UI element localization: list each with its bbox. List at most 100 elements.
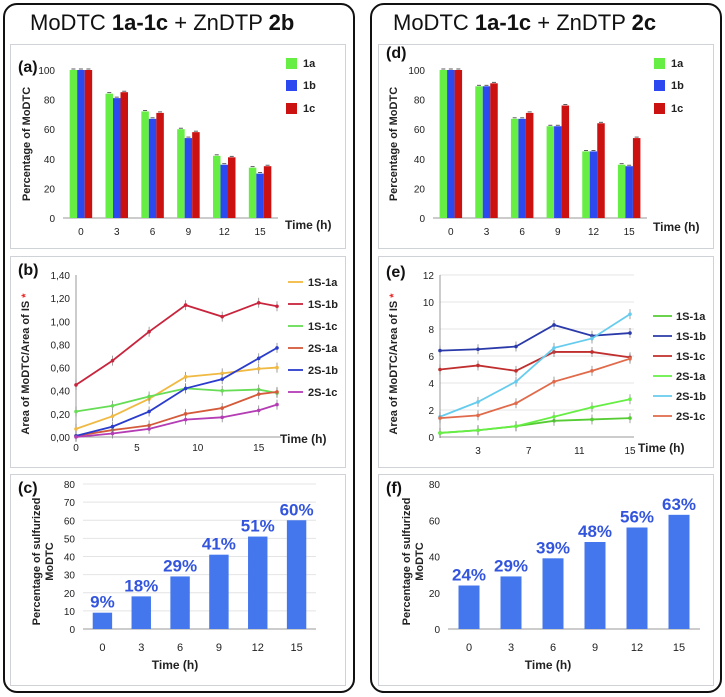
y-axis-title-line2: MoDTC xyxy=(414,542,426,581)
legend-label-1c: 1c xyxy=(671,103,683,115)
bar-1c-t0 xyxy=(454,70,463,218)
bar-1a-t9 xyxy=(546,126,555,218)
bar-1b-t3 xyxy=(113,98,121,218)
y-axis-title: Percentage of MoDTC xyxy=(21,87,33,201)
bar-1b-t15 xyxy=(625,166,633,218)
point-1S-1b xyxy=(256,300,261,305)
point-1S-1a xyxy=(590,417,594,422)
panel-label-e: (e) xyxy=(386,264,406,281)
x-tick-label: 15 xyxy=(624,227,636,238)
x-tick-label: 6 xyxy=(550,642,556,654)
data-label: 56% xyxy=(620,508,654,527)
legend-label-1S-1c: 1S-1c xyxy=(308,321,337,333)
point-2S-1b xyxy=(628,312,632,316)
x-axis-title: Time (h) xyxy=(280,432,326,446)
y-axis-title-line1: Percentage of sulfurized xyxy=(401,498,413,626)
legend-label-2S-1c: 2S-1c xyxy=(308,387,337,399)
y-tick-label: 60 xyxy=(44,125,56,136)
legend-swatch-1c xyxy=(286,103,297,114)
y-tick-label: 80 xyxy=(429,480,441,491)
bar-t12 xyxy=(248,536,268,629)
y-tick-label: 0 xyxy=(434,625,440,636)
bar-t3 xyxy=(500,576,522,629)
point-2S-1c xyxy=(147,427,151,431)
point-2S-1b xyxy=(552,346,556,350)
bar-t0 xyxy=(92,612,113,629)
x-axis-title: Time (h) xyxy=(653,220,699,234)
point-1S-1a xyxy=(628,416,632,420)
x-tick-label: 0 xyxy=(73,443,79,454)
x-tick-label: 10 xyxy=(192,443,204,454)
point-1S-1c xyxy=(476,363,480,368)
legend-swatch-1a xyxy=(286,58,297,69)
x-tick-label: 15 xyxy=(255,227,267,238)
point-2S-1c xyxy=(476,413,480,418)
data-label: 63% xyxy=(662,495,696,514)
chart-c: (c) 0 10 20 30 40 50 60 70 80 9% 0 18% 3 29% 6 41% 9 51% 12… xyxy=(18,480,316,672)
bar-1c-t6 xyxy=(525,112,534,218)
legend-swatch-1b xyxy=(286,80,297,91)
legend-label-1a: 1a xyxy=(303,58,316,70)
bar-1c-t9 xyxy=(561,105,570,218)
data-label: 9% xyxy=(90,593,115,612)
y-tick-label: 50 xyxy=(64,534,76,545)
y-tick-label: 40 xyxy=(44,155,56,166)
y-tick-label: 30 xyxy=(64,571,76,582)
data-label: 51% xyxy=(241,517,275,536)
series-line-1S-1c xyxy=(75,387,278,413)
x-tick-label: 3 xyxy=(484,227,490,238)
point-2S-1a xyxy=(552,414,556,419)
y-axis-title-line2: MoDTC xyxy=(44,542,56,581)
series-line-2S-1a xyxy=(439,398,631,434)
bar-1b-t0 xyxy=(447,70,455,218)
point-2S-1c xyxy=(74,435,78,439)
point-2S-1c xyxy=(438,416,442,420)
point-2S-1c xyxy=(628,356,632,361)
y-tick-label: 60 xyxy=(414,125,426,136)
x-tick-label: 6 xyxy=(150,227,156,238)
bar-1c-t3 xyxy=(490,83,498,218)
point-1S-1b xyxy=(628,331,632,335)
chart-d: (d) 0 20 40 60 80 100 0 3 6 9 12 15 Time (h) Percentag… xyxy=(386,45,699,238)
bar-1a-t12 xyxy=(213,155,221,218)
y-axis-title: Area of MoDTC/Area of IS * xyxy=(388,293,400,435)
bar-1a-t6 xyxy=(141,111,149,218)
point-1S-1a xyxy=(110,414,115,418)
legend-label-1c: 1c xyxy=(303,103,315,115)
x-tick-label: 15 xyxy=(253,443,265,454)
bar-1b-t3 xyxy=(482,86,491,218)
y-tick-label: 0 xyxy=(69,625,75,636)
y-axis-title-text: Area of MoDTC/Area of IS xyxy=(388,298,400,435)
series-line-1S-1b xyxy=(75,301,278,386)
data-label: 24% xyxy=(452,566,486,585)
chart-e: (e) 0 2 4 6 8 10 12 3 7 11 15 1S-1a 1S-1b 1S-1c 2S-1a 2S… xyxy=(386,264,706,457)
y-tick-label: 10 xyxy=(64,607,76,618)
panel-label-d: (d) xyxy=(386,45,406,62)
y-axis-title: Percentage of MoDTC xyxy=(388,87,400,201)
y-axis-title: Percentage of sulfurizedMoDTC xyxy=(401,498,426,626)
point-2S-1b xyxy=(256,356,261,361)
point-2S-1c xyxy=(110,431,115,436)
title-mid: + ZnDTP xyxy=(531,10,632,35)
point-2S-1a xyxy=(438,431,442,435)
legend-label-2S-1a: 2S-1a xyxy=(676,371,706,383)
y-axis-title-text: Area of MoDTC/Area of IS xyxy=(20,298,32,435)
y-tick-label: 4 xyxy=(428,379,434,390)
legend-label-1b: 1b xyxy=(303,80,316,92)
y-tick-label: 8 xyxy=(428,325,434,336)
y-tick-label: 80 xyxy=(64,480,76,491)
bar-1b-t6 xyxy=(148,118,157,218)
bar-t15 xyxy=(286,520,307,629)
y-axis-title: Area of MoDTC/Area of IS * xyxy=(20,293,32,435)
bar-t3 xyxy=(131,596,151,629)
x-axis-title: Time (h) xyxy=(525,658,571,672)
y-tick-label: 40 xyxy=(414,155,426,166)
y-tick-label: 1,20 xyxy=(51,294,71,305)
y-tick-label: 100 xyxy=(408,66,425,77)
point-2S-1a xyxy=(628,397,632,402)
bar-1a-t12 xyxy=(582,151,590,218)
title-compound-modtc: 1a-1c xyxy=(474,10,532,35)
data-label: 48% xyxy=(578,522,612,541)
panel-label-f: (f) xyxy=(386,480,402,497)
